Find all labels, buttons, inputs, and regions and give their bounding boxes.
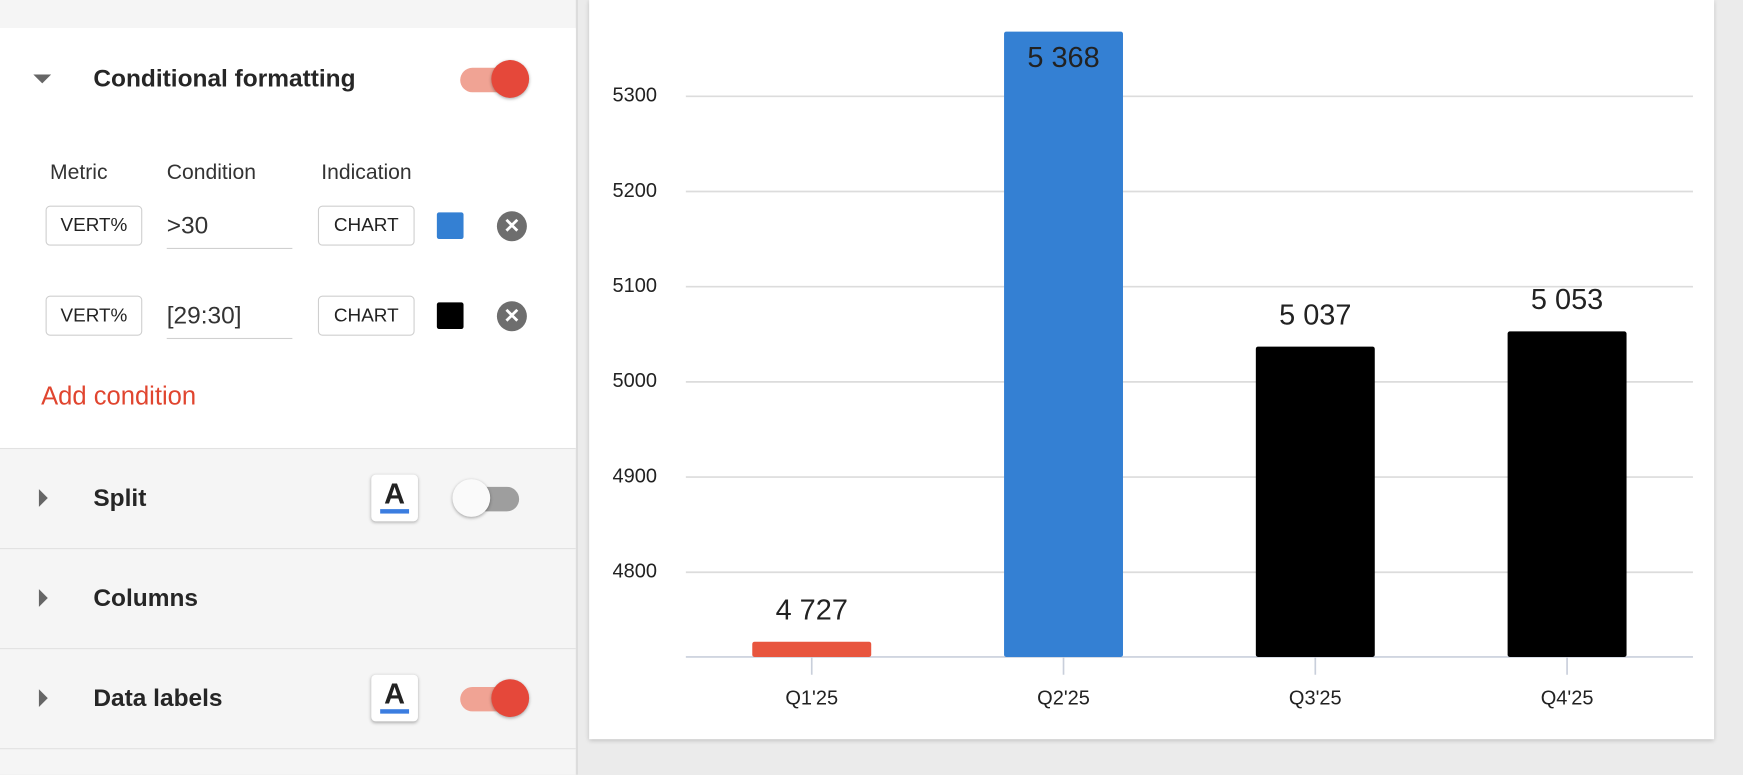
- condition-input[interactable]: [29:30]: [166, 293, 293, 340]
- column-header: Condition: [166, 161, 256, 185]
- x-tick-label: Q1'25: [785, 687, 838, 709]
- metric-chip[interactable]: VERT%: [45, 205, 143, 246]
- column-header: Indication: [321, 161, 412, 185]
- remove-button[interactable]: ✕: [496, 301, 527, 332]
- bar: [752, 641, 872, 657]
- split-section: Split A: [0, 448, 576, 550]
- add-condition-button[interactable]: Add condition: [41, 381, 197, 411]
- data-labels-section: Data labels A: [0, 648, 576, 750]
- y-tick-label: 5300: [612, 85, 657, 107]
- knob: [491, 679, 530, 717]
- toggle[interactable]: [458, 59, 530, 99]
- section-title: Split: [93, 483, 147, 512]
- columns-section: Columns: [0, 548, 576, 650]
- column-header: Metric: [50, 161, 108, 185]
- chart-card: 4800 4900 5000 5100 5200 5300 Q1'25 4 727 Q2'25 5…: [589, 0, 1715, 740]
- y-tick-label: 5200: [612, 180, 657, 202]
- knob: [491, 60, 530, 98]
- bar: [1255, 346, 1375, 657]
- bar: [1004, 31, 1123, 657]
- data-label: 5 053: [1531, 284, 1603, 316]
- y-tick-label: 4800: [612, 561, 657, 583]
- bar: [1507, 331, 1627, 657]
- text-style-icon[interactable]: A: [371, 474, 418, 522]
- expand-arrow[interactable]: [38, 589, 48, 607]
- y-tick-label: 5100: [612, 275, 657, 297]
- text-style-icon[interactable]: A: [371, 674, 418, 722]
- y-tick-label: 4900: [612, 465, 657, 487]
- chart: 4800 4900 5000 5100 5200 5300 Q1'25 4 727 Q2'25 5…: [612, 31, 1693, 709]
- condition-input[interactable]: >30: [166, 203, 293, 249]
- indication-chip[interactable]: CHART: [317, 295, 415, 336]
- remove-button[interactable]: ✕: [496, 211, 527, 242]
- section-top: [0, 0, 576, 29]
- toggle[interactable]: [452, 478, 523, 518]
- color-swatch[interactable]: [436, 212, 464, 239]
- section-title: Columns: [93, 583, 199, 612]
- expand-arrow[interactable]: [38, 489, 48, 507]
- section-title: Data labels: [93, 683, 223, 712]
- settings-panel: Conditional formatting Metric Condition …: [0, 0, 579, 775]
- toggle[interactable]: [458, 678, 530, 718]
- x-tick-label: Q3'25: [1289, 687, 1342, 709]
- data-label: 4 727: [776, 594, 848, 626]
- knob: [452, 479, 491, 517]
- data-label: 5 368: [1027, 42, 1099, 74]
- color-swatch[interactable]: [436, 302, 464, 330]
- data-label: 5 037: [1279, 299, 1351, 331]
- expand-arrow[interactable]: [38, 689, 48, 707]
- y-tick-label: 5000: [612, 370, 657, 392]
- conditional-formatting-section: Conditional formatting Metric Condition …: [0, 27, 576, 450]
- metric-chip[interactable]: VERT%: [45, 295, 143, 336]
- collapse-arrow[interactable]: [33, 74, 52, 84]
- x-tick-label: Q4'25: [1541, 687, 1594, 709]
- indication-chip[interactable]: CHART: [317, 205, 415, 246]
- x-tick-label: Q2'25: [1037, 687, 1090, 709]
- section-title: Conditional formatting: [93, 64, 356, 93]
